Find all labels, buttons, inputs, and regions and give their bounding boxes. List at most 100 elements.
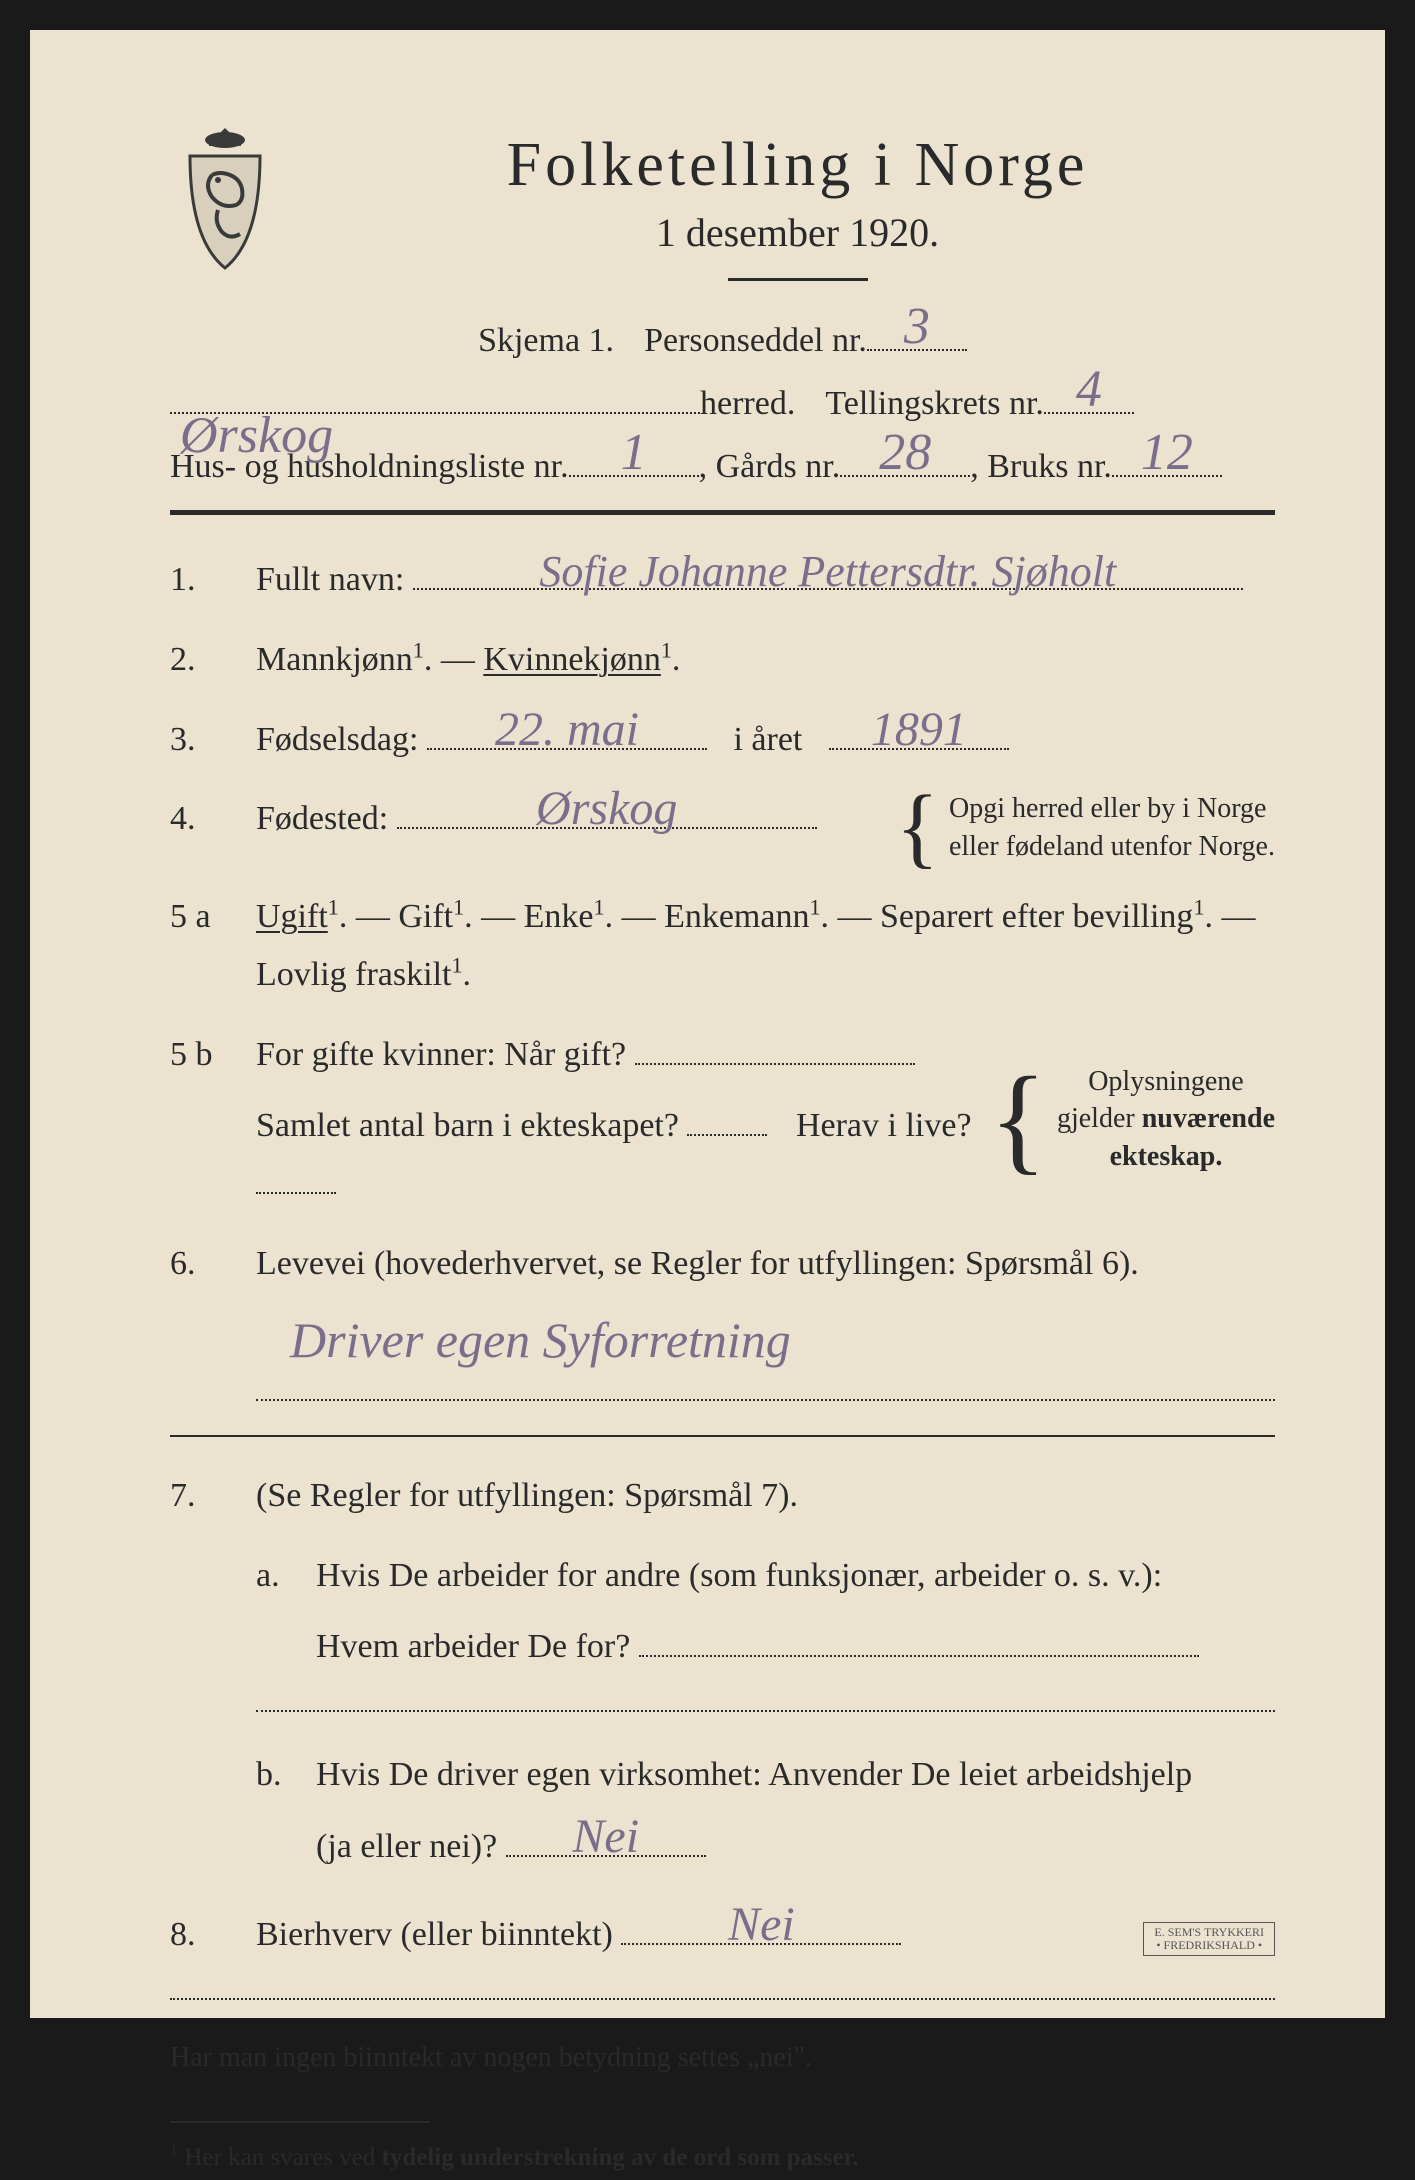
form-header: Folketelling i Norge 1 desember 1920.	[170, 120, 1275, 281]
q5a-fraskilt: Lovlig fraskilt	[256, 956, 451, 993]
q7b-field: Nei	[506, 1821, 706, 1857]
q6-rule	[256, 1399, 1275, 1401]
questions-section: 1. Fullt navn: Sofie Johanne Pettersdtr.…	[170, 551, 1275, 2180]
printer-line1: E. SEM'S TRYKKERI	[1154, 1926, 1264, 1939]
question-5a: 5 a Ugift1. — Gift1. — Enke1. — Enkemann…	[170, 888, 1275, 1004]
question-7b: b. Hvis De driver egen virksomhet: Anven…	[256, 1746, 1275, 1876]
footnote: 1 Her kan svares ved tydelig understrekn…	[170, 2137, 1275, 2180]
q5b-line2a: Samlet antal barn i ekteskapet?	[256, 1107, 679, 1144]
q5b-gift-field	[635, 1029, 915, 1065]
q2-kvinne: Kvinnekjønn	[483, 641, 661, 678]
gards-label: , Gårds nr.	[699, 448, 841, 486]
question-2: 2. Mannkjønn1. — Kvinnekjønn1.	[170, 631, 1275, 689]
husliste-field: 1	[569, 437, 699, 477]
q7a-rule	[256, 1710, 1275, 1712]
census-form-page: Folketelling i Norge 1 desember 1920. Sk…	[30, 30, 1385, 2018]
q7-label: (Se Regler for utfyllingen: Spørsmål 7).	[256, 1477, 798, 1514]
q7b-letter: b.	[256, 1746, 292, 1876]
q5b-line2b: Herav i live?	[796, 1107, 972, 1144]
gards-field: 28	[840, 437, 970, 477]
herred-value: Ørskog	[180, 410, 333, 462]
footnote-prefix: Her kan svares ved	[184, 2144, 381, 2171]
question-1: 1. Fullt navn: Sofie Johanne Pettersdtr.…	[170, 551, 1275, 609]
title-block: Folketelling i Norge 1 desember 1920.	[320, 120, 1275, 281]
meta-row-2: herred. Tellingskrets nr. 4	[170, 374, 1275, 423]
question-8: 8. Bierhverv (eller biinntekt) Nei	[170, 1906, 1275, 1964]
meta-row-1: Skjema 1. Personseddel nr. 3	[170, 311, 1275, 360]
question-4: 4. Fødested: Ørskog { Opgi herred eller …	[170, 790, 1275, 866]
bruks-label: , Bruks nr.	[970, 448, 1112, 486]
q8-value: Nei	[621, 1901, 901, 1949]
q4-label: Fødested:	[256, 800, 388, 837]
q6-num: 6.	[170, 1235, 230, 1293]
q7b-value: Nei	[506, 1813, 706, 1861]
q5a-enkemann: Enkemann	[664, 898, 809, 935]
personseddel-label: Personseddel nr.	[644, 322, 867, 360]
q4-note: { Opgi herred eller by i Norge eller fød…	[896, 790, 1275, 866]
q8-label: Bierhverv (eller biinntekt)	[256, 1916, 613, 1953]
q5b-note-1: Oplysningene	[1057, 1063, 1275, 1101]
tellingskrets-value: 4	[1044, 364, 1134, 416]
thick-rule-1	[170, 510, 1275, 515]
q5b-num: 5 b	[170, 1026, 230, 1084]
q2-num: 2.	[170, 631, 230, 689]
q2-mann: Mannkjønn	[256, 641, 413, 678]
q4-num: 4.	[170, 790, 230, 848]
q7a-letter: a.	[256, 1547, 292, 1677]
q5a-separert: Separert efter bevilling	[880, 898, 1193, 935]
meta-section: Skjema 1. Personseddel nr. 3 Ørskog herr…	[170, 311, 1275, 486]
husliste-value: 1	[569, 427, 699, 479]
q7a-line1: Hvis De arbeider for andre (som funksjon…	[316, 1547, 1275, 1605]
q5b-barn-field	[687, 1100, 767, 1136]
q6-label: Levevei (hovederhvervet, se Regler for u…	[256, 1245, 1139, 1282]
q3-year-value: 1891	[829, 706, 1009, 754]
skjema-label: Skjema 1.	[478, 322, 614, 360]
q3-num: 3.	[170, 711, 230, 769]
q4-note-2: eller fødeland utenfor Norge.	[949, 828, 1275, 866]
bruks-field: 12	[1112, 437, 1222, 477]
printer-mark: E. SEM'S TRYKKERI • FREDRIKSHALD •	[1143, 1922, 1275, 1956]
q3-label: Fødselsdag:	[256, 721, 418, 758]
q7a-line2: Hvem arbeider De for?	[316, 1628, 630, 1665]
bruks-value: 12	[1112, 427, 1222, 479]
q5a-ugift: Ugift	[256, 898, 328, 935]
q7b-line1: Hvis De driver egen virksomhet: Anvender…	[316, 1746, 1275, 1804]
q7b-line2: (ja eller nei)?	[316, 1828, 497, 1865]
meta-row-3: Hus- og husholdningsliste nr. 1 , Gårds …	[170, 437, 1275, 486]
q1-field: Sofie Johanne Pettersdtr. Sjøholt	[413, 554, 1243, 590]
footnote-rule	[170, 2121, 430, 2123]
q5b-live-field	[256, 1158, 336, 1194]
q3-year-field: 1891	[829, 714, 1009, 750]
q8-num: 8.	[170, 1906, 230, 1964]
q4-field: Ørskog	[397, 793, 817, 829]
q5b-note-3: ekteskap.	[1110, 1141, 1223, 1172]
footnote-num: 1	[170, 2142, 178, 2160]
form-subtitle: 1 desember 1920.	[320, 209, 1275, 256]
q1-label: Fullt navn:	[256, 561, 404, 598]
q3-day-field: 22. mai	[427, 714, 707, 750]
q7a-field	[639, 1621, 1199, 1657]
q4-note-1: Opgi herred eller by i Norge	[949, 790, 1275, 828]
q2-dash: —	[441, 641, 484, 678]
q7-num: 7.	[170, 1467, 230, 1525]
q6-value: Driver egen Syforretning	[290, 1315, 1275, 1365]
herred-label: herred.	[700, 385, 795, 423]
q3-day-value: 22. mai	[427, 706, 707, 754]
gards-value: 28	[840, 427, 970, 479]
coat-of-arms-icon	[170, 120, 280, 270]
question-7: 7. (Se Regler for utfyllingen: Spørsmål …	[170, 1467, 1275, 1525]
question-3: 3. Fødselsdag: 22. mai i året 1891	[170, 711, 1275, 769]
personseddel-value: 3	[867, 301, 967, 353]
thin-rule-1	[170, 1435, 1275, 1437]
q1-value: Sofie Johanne Pettersdtr. Sjøholt	[413, 550, 1243, 594]
footnote-bold: tydelig understrekning av de ord som pas…	[382, 2144, 859, 2171]
tellingskrets-label: Tellingskrets nr.	[825, 385, 1044, 423]
crest-svg	[170, 120, 280, 270]
footer-dotted-rule	[170, 1998, 1275, 2000]
q3-year-label: i året	[733, 721, 802, 758]
q5a-enke: Enke	[524, 898, 594, 935]
printer-line2: • FREDRIKSHALD •	[1154, 1939, 1264, 1952]
footer-note: Har man ingen biinntekt av nogen betydni…	[170, 2034, 1275, 2082]
form-title: Folketelling i Norge	[320, 130, 1275, 201]
q5a-num: 5 a	[170, 888, 230, 946]
